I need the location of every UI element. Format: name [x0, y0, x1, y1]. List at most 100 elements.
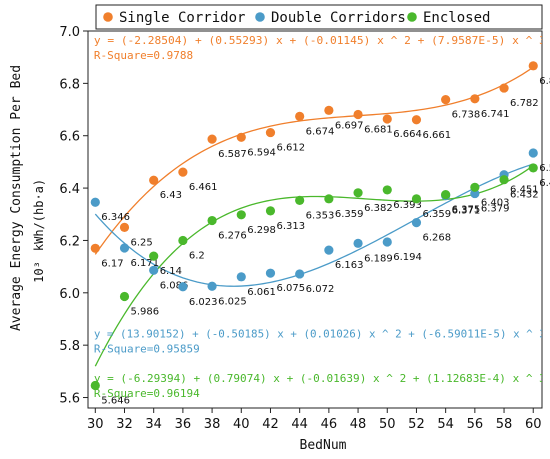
single-corridor-legend-label: Single Corridor	[119, 10, 245, 26]
single-corridor-point	[441, 94, 451, 105]
y-tick-label: 6.8	[59, 77, 80, 92]
single-corridor-data-label: 6.25	[130, 237, 152, 248]
double-corridors-data-label: 6.171	[130, 258, 159, 269]
single-corridor-point	[470, 94, 480, 104]
enclosed-data-label: 6.359	[422, 209, 451, 220]
double-corridors-point	[382, 237, 392, 247]
enclosed-data-label: 6.353	[306, 210, 335, 221]
enclosed-data-label: 6.477	[539, 178, 550, 189]
enclosed-fit-equation: y = (-6.29394) + (0.79074) x + (-0.01639…	[94, 372, 546, 385]
double-corridors-data-label: 6.061	[247, 287, 276, 298]
enclosed-point	[119, 291, 130, 302]
x-tick-label: 52	[408, 417, 425, 432]
double-corridors-point	[324, 245, 334, 255]
single-corridor-data-label: 6.674	[306, 126, 335, 137]
enclosed-point	[324, 194, 334, 204]
single-corridor-point	[207, 134, 217, 144]
enclosed-data-label: 6.382	[364, 203, 393, 214]
double-corridors-point	[90, 197, 100, 207]
x-tick-label: 42	[262, 417, 279, 432]
x-tick-label: 48	[350, 417, 367, 432]
enclosed-data-label: 6.393	[393, 200, 422, 211]
single-corridor-point	[295, 111, 305, 121]
single-corridor-data-label: 6.43	[160, 190, 182, 201]
single-corridor-data-label: 6.661	[422, 130, 451, 141]
single-corridor-data-label: 6.664	[393, 129, 422, 140]
double-corridors-data-label: 6.163	[335, 260, 364, 271]
single-corridor-point	[119, 222, 130, 232]
enclosed-point	[353, 188, 363, 198]
enclosed-r-square: R-Square=0.96194	[94, 387, 200, 400]
enclosed-point	[178, 235, 188, 246]
double-corridors-data-label: 6.189	[364, 253, 393, 264]
double-corridors-data-label: 6.451	[510, 185, 539, 196]
double-corridors-point	[236, 272, 246, 282]
legend-box	[95, 4, 543, 30]
y-tick-label: 6.6	[59, 130, 80, 145]
single-corridor-data-label: 6.867	[539, 76, 550, 87]
enclosed-equation-group: y = (-6.29394) + (0.79074) x + (-0.01639…	[94, 372, 546, 400]
x-tick-label: 56	[467, 417, 484, 432]
double-corridors-legend-label: Double Corridors	[271, 10, 406, 26]
double-corridors-data-label: 6.023	[189, 297, 218, 308]
single-corridor-point	[178, 167, 188, 177]
x-tick-label: 34	[145, 417, 162, 432]
double-corridors-data-label: 6.534	[539, 163, 550, 174]
enclosed-data-label: 5.986	[130, 306, 159, 317]
enclosed-data-label: 6.2	[189, 250, 205, 261]
enclosed-point	[411, 194, 422, 204]
enclosed-data-label: 6.276	[218, 231, 247, 242]
x-tick-label: 46	[321, 417, 338, 432]
plot-layer: 5.6 5.8 6.0 6.2 6.4 6.6 6.8 7.0 30 32 34 36 38 40 42 44…	[59, 25, 550, 432]
single-corridor-equation-group: y = (-2.28504) + (0.55293) x + (-0.01145…	[94, 34, 546, 62]
double-corridors-data-label: 6.371	[452, 206, 481, 217]
x-tick-label: 38	[204, 417, 221, 432]
x-tick-label: 40	[233, 417, 250, 432]
single-corridor-point	[528, 61, 538, 71]
enclosed-data-label: 6.359	[335, 209, 364, 220]
x-tick-label: 36	[175, 417, 192, 432]
enclosed-data-label: 6.14	[160, 266, 182, 277]
enclosed-point	[382, 185, 392, 195]
x-axis-title: BedNum	[300, 438, 347, 453]
legend: Single Corridor Double Corridors Enclosed	[95, 4, 543, 30]
double-corridors-point	[265, 268, 276, 278]
x-tick-label: 60	[525, 417, 542, 432]
x-tick-label: 58	[496, 417, 513, 432]
double-corridors-r-square: R-Square=0.95859	[94, 342, 200, 355]
enclosed-point	[236, 210, 246, 220]
enclosed-point	[149, 251, 159, 261]
double-corridors-equation-group: y = (13.90152) + (-0.50185) x + (0.01026…	[94, 327, 542, 355]
single-corridor-legend-marker	[103, 12, 113, 22]
y-tick-label: 5.6	[59, 392, 80, 407]
enclosed-data-label: 6.313	[276, 221, 305, 232]
y-tick-label: 6.4	[59, 182, 80, 197]
double-corridors-point	[353, 238, 363, 248]
x-tick-label: 54	[437, 417, 454, 432]
double-corridors-point	[295, 269, 305, 279]
double-corridors-data-label: 6.268	[422, 233, 451, 244]
x-tick-label: 32	[116, 417, 133, 432]
x-tick-label: 50	[379, 417, 396, 432]
single-corridor-point	[265, 127, 276, 138]
plot-frame	[87, 30, 543, 409]
single-corridor-data-label: 6.741	[481, 109, 510, 120]
enclosed-data-label: 6.375	[452, 205, 481, 216]
y-axis-title: Average Energy Consumption Per Bed kWh/(…	[9, 65, 46, 331]
single-corridor-point	[149, 175, 159, 185]
enclosed-legend-marker	[407, 12, 417, 22]
enclosed-point	[207, 215, 217, 226]
double-corridors-data-label: 6.025	[218, 296, 247, 307]
single-corridor-data-label: 6.681	[364, 125, 393, 136]
enclosed-data-label: 5.646	[101, 395, 130, 406]
double-corridors-point	[207, 281, 217, 291]
enclosed-fit-curve	[94, 165, 534, 367]
x-tick-label: 44	[291, 417, 308, 432]
single-corridor-data-label: 6.782	[510, 98, 539, 109]
single-corridor-fit-equation: y = (-2.28504) + (0.55293) x + (-0.01145…	[94, 34, 546, 47]
y-tick-label: 6.0	[59, 287, 80, 302]
single-corridor-point	[353, 109, 363, 120]
enclosed-point	[295, 195, 305, 205]
double-corridors-data-label: 6.072	[306, 284, 335, 295]
